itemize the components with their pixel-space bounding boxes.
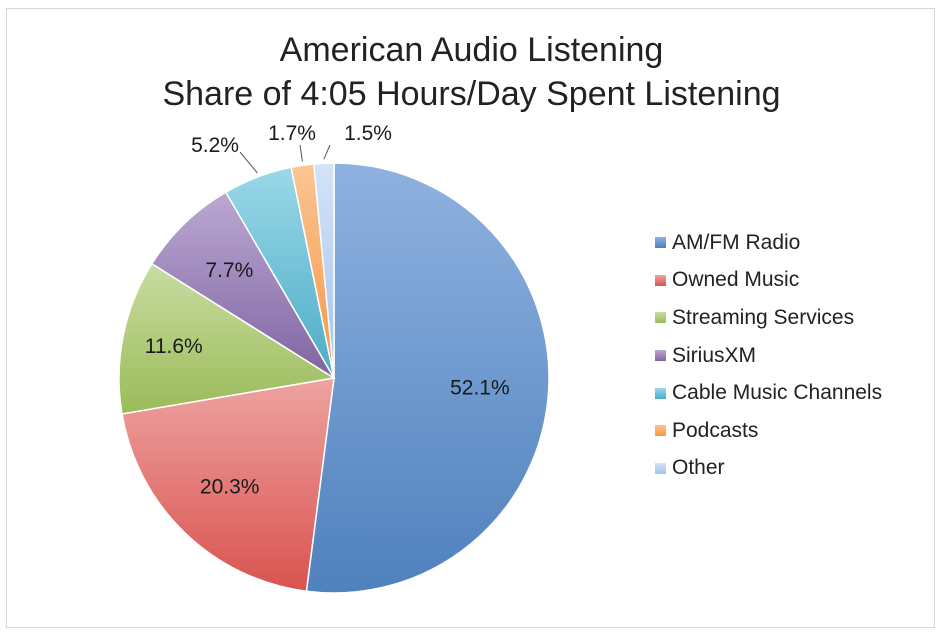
pie-slice-streaming-services <box>118 262 337 415</box>
data-label-streaming-services: 11.6% <box>145 335 203 358</box>
legend-swatch <box>655 274 666 286</box>
legend-item-owned-music: Owned Music <box>655 262 882 300</box>
legend-item-podcasts: Podcasts <box>655 412 882 450</box>
data-label-siriusxm: 7.7% <box>205 259 253 282</box>
leader-line-other <box>323 144 331 160</box>
data-label-owned-music: 20.3% <box>200 475 260 498</box>
legend-swatch <box>655 462 666 474</box>
legend-item-other: Other <box>655 450 882 488</box>
data-label-other: 1.5% <box>344 122 392 145</box>
data-label-podcasts: 1.7% <box>268 122 316 145</box>
legend-swatch <box>655 387 666 399</box>
legend-item-am-fm-radio: AM/FM Radio <box>655 224 882 262</box>
legend-swatch <box>655 237 666 249</box>
legend-label: Owned Music <box>672 268 800 292</box>
leader-line-podcasts <box>299 144 303 162</box>
pie-slice-am-fm-radio <box>305 162 550 594</box>
legend-item-streaming-services: Streaming Services <box>655 299 882 337</box>
data-label-am-fm-radio: 52.1% <box>450 376 510 399</box>
data-label-cable-music-channels: 5.2% <box>191 134 239 157</box>
chart-legend: AM/FM Radio Owned Music Streaming Services… <box>655 224 882 487</box>
pie-leader-lines <box>239 144 331 174</box>
chart-subtitle: Share of 4:05 Hours/Day Spent Listening <box>162 75 781 113</box>
legend-label: SiriusXM <box>672 343 757 367</box>
leader-line-cable-music-channels <box>239 151 258 174</box>
legend-swatch <box>655 350 666 362</box>
pie-data-labels: 52.1% 20.3% 11.6% 7.7% 5.2% 1.7% 1.5% <box>145 122 510 498</box>
legend-label: Streaming Services <box>672 305 855 329</box>
legend-swatch <box>655 312 666 324</box>
legend-swatch <box>655 425 666 437</box>
pie-slice-other <box>312 162 335 379</box>
pie-slices <box>118 162 550 594</box>
legend-label: AM/FM Radio <box>672 230 801 254</box>
legend-label: Cable Music Channels <box>672 381 883 405</box>
chart-title: American Audio Listening <box>279 31 664 69</box>
legend-item-cable-music-channels: Cable Music Channels <box>655 374 882 412</box>
legend-label: Podcasts <box>672 418 759 442</box>
pie-slice-owned-music <box>121 377 335 593</box>
pie-slice-siriusxm <box>150 191 335 379</box>
legend-label: Other <box>672 456 725 480</box>
legend-item-siriusxm: SiriusXM <box>655 337 882 375</box>
